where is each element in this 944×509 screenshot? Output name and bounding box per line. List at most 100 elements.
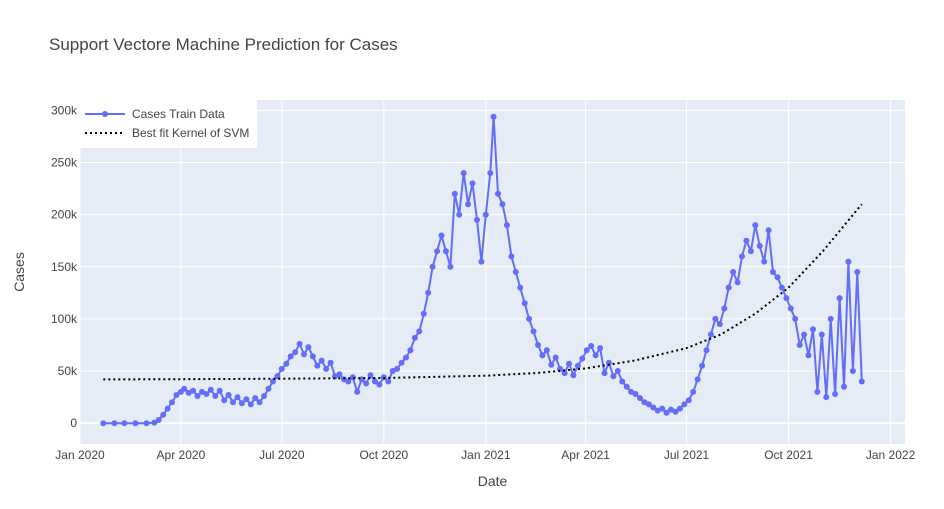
legend-label-1[interactable]: Best fit Kernel of SVM <box>132 126 249 140</box>
data-point <box>614 368 621 374</box>
data-point <box>530 328 537 335</box>
data-point <box>111 420 118 427</box>
data-point <box>783 295 790 302</box>
data-point <box>832 391 839 397</box>
data-point <box>478 258 485 265</box>
data-point <box>849 368 856 374</box>
legend-background <box>80 100 257 148</box>
tick-labels: 0 50k 100k 150k 200k 250k 300k Jan 2020 Apr 2020… <box>51 103 916 462</box>
data-point <box>574 362 581 369</box>
x-tick-label: Jan 2021 <box>461 448 511 462</box>
data-point <box>301 351 307 358</box>
y-tick-label: 250k <box>51 156 78 170</box>
data-point <box>385 378 392 385</box>
data-point <box>743 237 750 244</box>
data-point <box>234 394 241 401</box>
data-point <box>716 321 723 328</box>
data-point <box>543 347 550 354</box>
data-point <box>132 420 139 427</box>
data-point <box>345 378 352 385</box>
data-point <box>173 392 180 398</box>
data-point <box>690 388 697 395</box>
data-point <box>632 391 639 397</box>
legend-label-0[interactable]: Cases Train Data <box>132 107 225 121</box>
data-point <box>663 409 670 416</box>
data-point <box>367 372 374 379</box>
data-point <box>517 284 524 291</box>
series-line-0 <box>103 115 863 425</box>
data-point <box>721 305 728 312</box>
data-point <box>703 347 710 354</box>
legend[interactable]: Cases Train Data Best fit Kernel of SVM <box>80 100 257 148</box>
data-point <box>283 360 290 367</box>
data-point <box>394 365 401 372</box>
data-point <box>252 395 259 402</box>
data-point <box>456 211 463 218</box>
data-point <box>451 190 458 197</box>
data-point <box>810 326 816 333</box>
data-point <box>676 405 683 412</box>
data-point <box>256 399 263 406</box>
data-point <box>623 383 630 390</box>
data-point <box>508 253 515 260</box>
data-point <box>841 383 847 390</box>
data-point <box>823 394 830 401</box>
data-point <box>164 405 171 412</box>
y-tick-label: 50k <box>58 364 78 378</box>
y-tick-label: 200k <box>51 208 78 222</box>
data-point <box>181 385 188 392</box>
data-point <box>641 399 648 406</box>
data-point <box>845 258 852 265</box>
data-point <box>681 401 688 408</box>
x-tick-label: Jan 2020 <box>55 448 105 462</box>
data-point <box>416 328 423 335</box>
data-point <box>487 170 494 176</box>
data-point <box>407 347 414 354</box>
data-point <box>442 248 449 255</box>
data-point <box>460 170 467 176</box>
data-point <box>203 391 210 397</box>
data-point <box>566 360 572 367</box>
data-point <box>836 295 843 302</box>
data-point <box>269 378 276 385</box>
y-tick-label: 0 <box>70 416 77 430</box>
data-point <box>336 371 343 378</box>
data-point <box>672 408 679 415</box>
data-point <box>287 353 294 360</box>
data-point <box>212 393 219 399</box>
data-point <box>411 334 418 341</box>
data-point <box>801 331 808 338</box>
data-point <box>474 216 480 223</box>
data-point <box>143 420 150 427</box>
data-point <box>739 253 745 260</box>
data-point <box>707 331 714 338</box>
data-point <box>121 420 128 427</box>
data-point <box>323 365 330 372</box>
data-point <box>605 359 612 366</box>
data-point <box>190 387 197 394</box>
data-point <box>858 378 865 385</box>
x-tick-label: Apr 2021 <box>561 448 610 462</box>
series-layer <box>100 113 865 427</box>
data-point <box>552 354 559 361</box>
data-point <box>482 211 489 218</box>
data-point <box>434 248 441 255</box>
data-point <box>403 354 409 361</box>
data-point <box>495 190 501 197</box>
data-point <box>247 401 254 408</box>
data-point <box>770 269 776 275</box>
data-point <box>805 352 812 359</box>
data-point <box>503 222 510 229</box>
data-point <box>827 315 834 322</box>
data-point <box>694 376 701 383</box>
data-point <box>499 201 506 208</box>
data-point <box>243 396 250 403</box>
data-point <box>521 300 528 307</box>
data-point <box>725 284 732 291</box>
data-point <box>354 388 361 395</box>
data-point <box>465 201 472 208</box>
data-point <box>425 289 432 296</box>
data-point <box>155 417 162 423</box>
x-tick-label: Oct 2021 <box>764 448 813 462</box>
